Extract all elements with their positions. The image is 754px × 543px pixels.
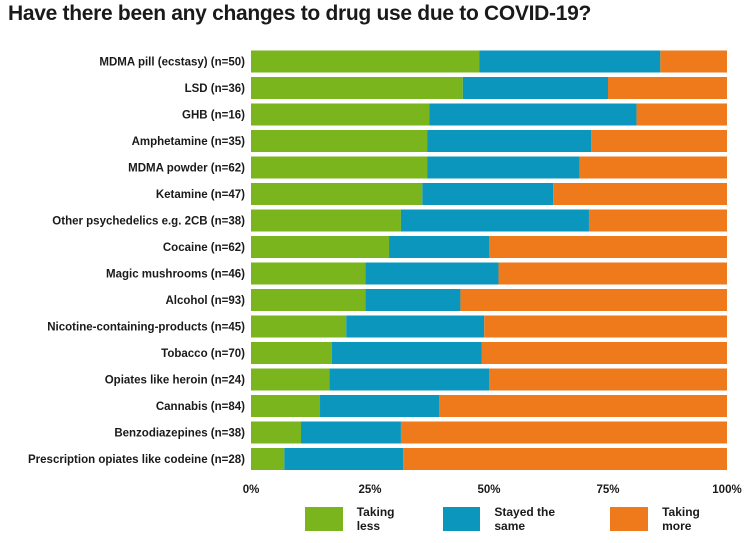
category-label: Other psychedelics e.g. 2CB (n=38) (52, 216, 245, 228)
legend-label-stayed-the-same: Stayed the same (494, 505, 556, 533)
bar-segment-taking-more (636, 103, 727, 126)
bar-segment-taking-less (251, 130, 428, 152)
bar-segment-stayed-the-same (331, 342, 482, 364)
category-label: LSD (n=36) (185, 83, 246, 95)
bar-segment-stayed-the-same (365, 289, 461, 311)
category-label: Amphetamine (n=35) (132, 136, 246, 148)
legend: Taking less Stayed the same Taking more (305, 505, 754, 533)
x-tick-label: 25% (358, 484, 381, 496)
bar-segment-stayed-the-same (422, 183, 554, 205)
category-label: Cocaine (n=62) (163, 242, 245, 254)
bar-segment-stayed-the-same (389, 236, 489, 258)
x-tick-label: 100% (712, 484, 741, 496)
category-label: Ketamine (n=47) (156, 189, 245, 201)
category-label: Benzodiazepines (n=38) (114, 428, 245, 440)
legend-swatch-stayed-the-same (442, 507, 481, 531)
bar-segment-taking-more (400, 421, 727, 444)
bar-segment-taking-less (251, 368, 330, 391)
category-label: MDMA powder (n=62) (128, 163, 245, 175)
bar-segment-taking-more (403, 448, 727, 470)
bar-segment-taking-more (660, 50, 727, 73)
bar-segment-taking-more (579, 156, 727, 179)
bar-segment-taking-less (251, 236, 390, 258)
bar-segment-taking-less (251, 421, 301, 444)
legend-swatch-taking-less (305, 507, 343, 531)
bar-segment-taking-less (251, 342, 332, 364)
bar-segment-stayed-the-same (365, 262, 499, 285)
legend-swatch-taking-more (610, 507, 649, 531)
bar-segment-taking-more (460, 289, 727, 311)
stacked-bar-chart: MDMA pill (ecstasy) (n=50) LSD (n=36) GHB … (28, 50, 742, 496)
bar-segment-taking-less (251, 262, 366, 285)
bar-segment-taking-less (251, 77, 463, 99)
legend-label-taking-less: Taking less (356, 505, 395, 533)
bar-segment-stayed-the-same (300, 421, 401, 444)
bar-segment-taking-more (489, 368, 727, 391)
bar-segment-taking-less (251, 448, 285, 470)
bar-segment-taking-more (489, 236, 727, 258)
bar-segment-taking-more (481, 342, 727, 364)
category-label: Prescription opiates like codeine (n=28) (28, 454, 245, 466)
bar-segment-taking-less (251, 289, 366, 311)
category-label: Opiates like heroin (n=24) (105, 375, 245, 387)
x-tick-label: 75% (596, 484, 619, 496)
bar-segment-stayed-the-same (427, 130, 592, 152)
x-tick-label: 50% (477, 484, 500, 496)
category-label: Alcohol (n=93) (165, 295, 245, 307)
bar-segment-taking-less (251, 50, 480, 73)
bar-segment-stayed-the-same (320, 395, 440, 417)
bar-segment-stayed-the-same (429, 103, 637, 126)
bar-segment-taking-more (498, 262, 727, 285)
bar-segment-stayed-the-same (400, 209, 589, 232)
bar-segment-taking-more (553, 183, 727, 205)
category-label: Tobacco (n=70) (161, 348, 245, 360)
bar-segment-taking-less (251, 209, 401, 232)
category-label: Nicotine-containing-products (n=45) (47, 322, 245, 334)
bar-segment-stayed-the-same (427, 156, 580, 179)
category-label: Magic mushrooms (n=46) (106, 269, 245, 281)
legend-item-stayed-the-same: Stayed the same (442, 505, 589, 533)
bar-segment-taking-less (251, 103, 430, 126)
category-label: MDMA pill (ecstasy) (n=50) (99, 57, 245, 69)
category-label: Cannabis (n=84) (156, 401, 245, 413)
bar-segment-taking-more (588, 209, 727, 232)
chart-title: Have there been any changes to drug use … (8, 2, 592, 25)
bar-segment-taking-more (608, 77, 727, 99)
bar-segment-stayed-the-same (346, 315, 485, 338)
legend-label-taking-more: Taking more (662, 505, 700, 533)
bar-segment-stayed-the-same (329, 368, 489, 391)
bar-segment-taking-more (439, 395, 727, 417)
bar-segment-stayed-the-same (462, 77, 608, 99)
x-tick-label: 0% (243, 484, 260, 496)
bar-segment-taking-less (251, 156, 428, 179)
legend-item-taking-less: Taking less (305, 505, 421, 533)
bar-segment-taking-less (251, 395, 321, 417)
bar-segment-taking-more (591, 130, 727, 152)
bar-segment-taking-less (251, 183, 423, 205)
category-label: GHB (n=16) (182, 110, 245, 122)
bar-segment-taking-less (251, 315, 347, 338)
bar-segment-stayed-the-same (284, 448, 404, 470)
bar-segment-taking-more (484, 315, 727, 338)
bar-segment-stayed-the-same (479, 50, 661, 73)
legend-item-taking-more: Taking more (610, 505, 732, 533)
